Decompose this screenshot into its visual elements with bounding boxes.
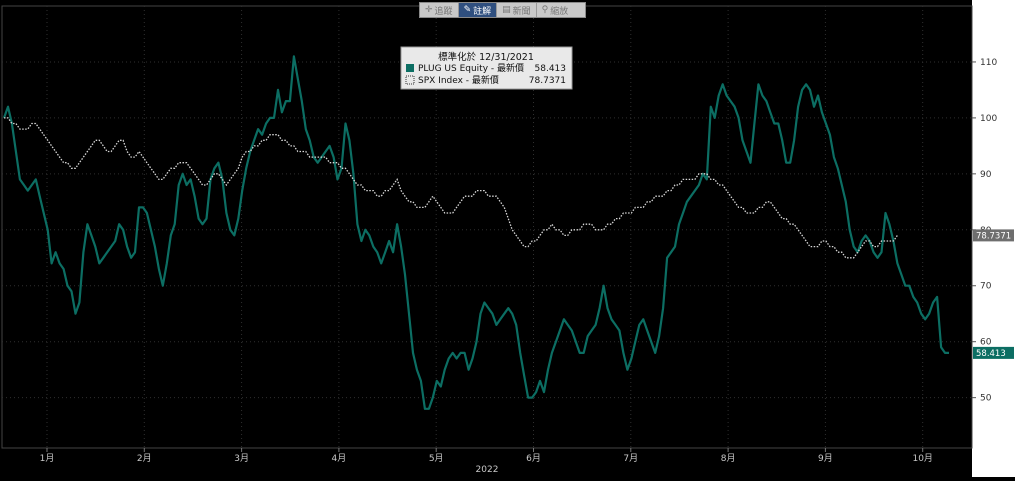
x-tick-label: 2月 — [137, 453, 152, 464]
pencil-icon: ✎ — [463, 5, 472, 15]
toolbar-news-label: 新聞 — [512, 6, 531, 17]
legend-box — [400, 46, 573, 90]
table-icon: ▤ — [502, 5, 511, 15]
series-plug — [2, 55, 949, 410]
y-tick-label: 90 — [980, 170, 992, 180]
toolbar-annotate-button[interactable]: ✎ 註解 — [458, 3, 498, 17]
crosshair-icon: ✛ — [425, 5, 433, 15]
x-tick-label: 10月 — [912, 453, 932, 464]
y-tick-label: 100 — [980, 114, 997, 124]
last-value-tag-bg — [973, 346, 1014, 359]
x-period-label: 2022 — [476, 465, 499, 475]
toolbar-track-button[interactable]: ✛ 追蹤 — [420, 3, 459, 17]
legend-swatch-spx — [405, 75, 415, 85]
y-tick-label: 50 — [980, 394, 992, 404]
y-tick-label: 110 — [980, 58, 997, 68]
x-tick-label: 7月 — [623, 453, 638, 464]
series-spx — [4, 117, 898, 259]
legend-series-name: PLUG US Equity - 最新價 — [418, 62, 524, 74]
toolbar-annotate-label: 註解 — [473, 6, 492, 17]
last-value-tag: 78.7371 — [973, 229, 1014, 242]
legend-title: 標準化於 12/31/2021 — [438, 51, 534, 63]
chart-toolbar: ✛ 追蹤 ✎ 註解 ▤ 新聞 ⚲ 縮放 — [419, 2, 586, 18]
x-tick-label: 6月 — [526, 453, 541, 464]
x-tick-label: 4月 — [332, 453, 347, 464]
spx-line — [4, 117, 898, 259]
y-axis: 5060708090100110 — [2, 58, 997, 404]
plug-line — [2, 55, 949, 410]
last-value-tag: 58.413 — [973, 346, 1014, 359]
y-tick-label: 70 — [980, 282, 992, 292]
toolbar-track-label: 追蹤 — [434, 6, 453, 17]
x-axis: 1月 2月 3月 4月 5月 6月 7月 8月 9月 10月 — [40, 6, 933, 464]
last-value-tag-text: 58.413 — [976, 349, 1006, 359]
x-tick-label: 5月 — [429, 453, 444, 464]
search-icon: ⚲ — [541, 5, 549, 15]
x-tick-label: 8月 — [721, 453, 736, 464]
last-value-tag-bg — [973, 229, 1014, 242]
y-tick-label: 60 — [980, 338, 992, 348]
last-value-tag-text: 78.7371 — [976, 231, 1011, 241]
toolbar-zoom-label: 縮放 — [550, 6, 569, 17]
toolbar-news-button[interactable]: ▤ 新聞 — [497, 3, 537, 17]
x-tick-label: 3月 — [234, 453, 249, 464]
legend-series-value: 78.7371 — [529, 76, 566, 86]
legend-series-value: 58.413 — [535, 64, 567, 74]
toolbar-zoom-button[interactable]: ⚲ 縮放 — [537, 3, 574, 17]
x-tick-label: 1月 — [40, 453, 55, 464]
legend-series-name: SPX Index - 最新價 — [418, 74, 499, 86]
legend-swatch-plug — [406, 64, 414, 72]
x-tick-label: 9月 — [818, 453, 833, 464]
